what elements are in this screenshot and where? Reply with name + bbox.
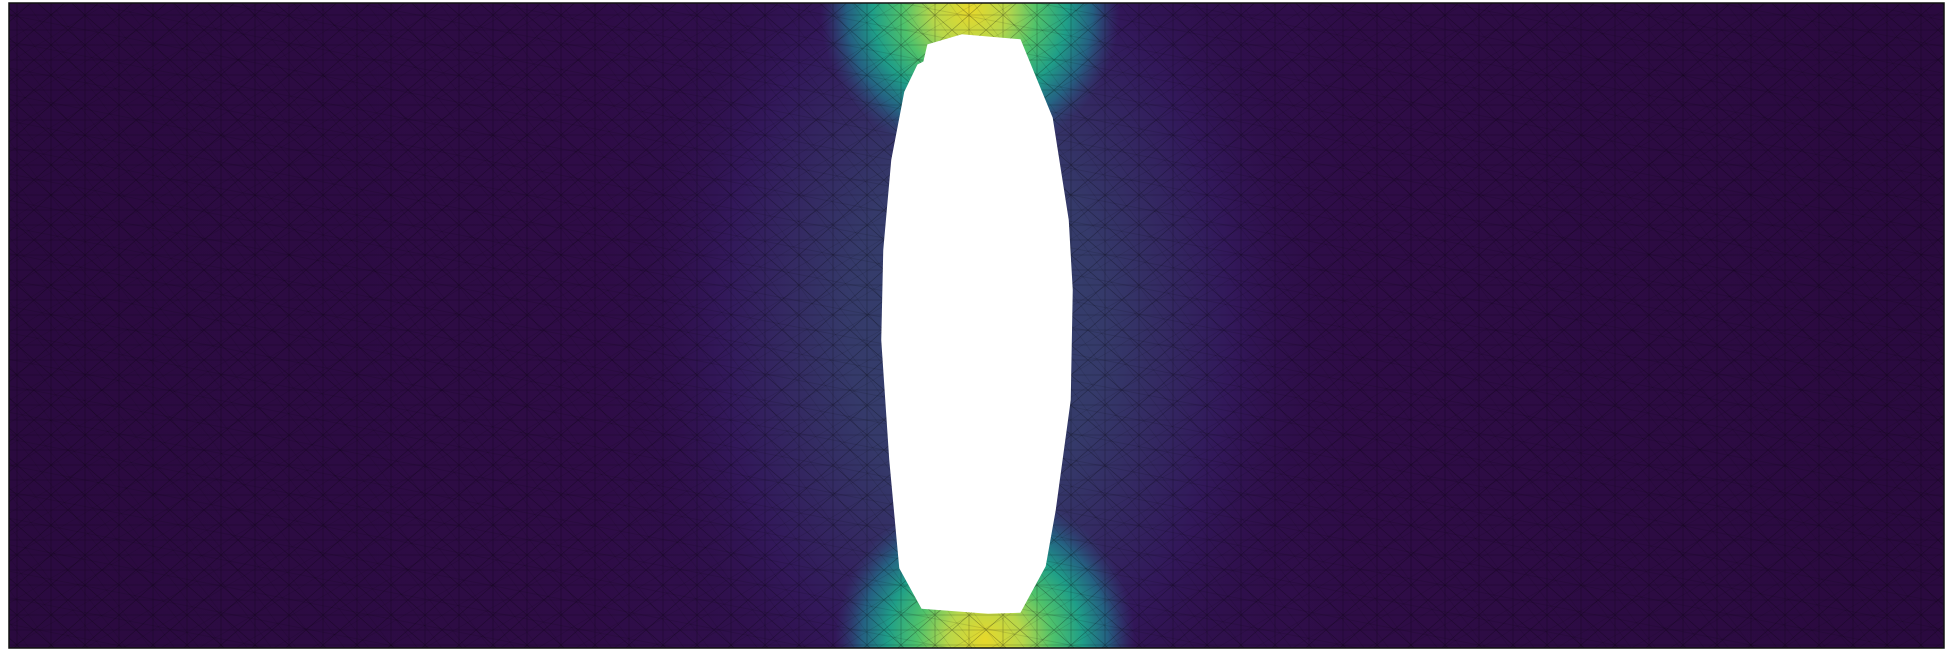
plate-border bbox=[8, 2, 1945, 649]
slot-hole bbox=[881, 34, 1073, 614]
plate-field bbox=[9, 3, 1944, 648]
